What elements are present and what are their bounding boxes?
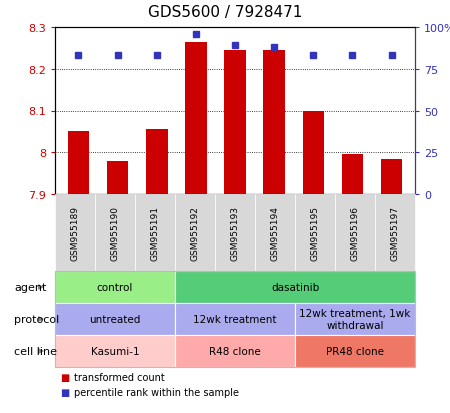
Text: GDS5600 / 7928471: GDS5600 / 7928471 (148, 5, 302, 19)
Text: 12wk treatment: 12wk treatment (193, 314, 277, 324)
Bar (68, 132, 89, 195)
Text: GSM955193: GSM955193 (230, 206, 239, 260)
Text: R48 clone: R48 clone (209, 346, 261, 356)
Bar (185, 43, 207, 195)
Text: 12wk treatment, 1wk
withdrawal: 12wk treatment, 1wk withdrawal (299, 309, 411, 330)
Text: dasatinib: dasatinib (271, 282, 319, 292)
Text: PR48 clone: PR48 clone (326, 346, 384, 356)
Text: GSM955191: GSM955191 (150, 206, 159, 260)
Text: cell line: cell line (14, 346, 57, 356)
Bar (381, 159, 402, 195)
Text: ■: ■ (60, 372, 69, 382)
Text: GSM955196: GSM955196 (351, 206, 360, 260)
Text: GSM955190: GSM955190 (111, 206, 120, 260)
Text: GSM955192: GSM955192 (190, 206, 199, 260)
Text: GSM955189: GSM955189 (71, 206, 80, 260)
Text: transformed count: transformed count (73, 372, 164, 382)
Text: percentile rank within the sample: percentile rank within the sample (73, 387, 238, 397)
Text: GSM955195: GSM955195 (310, 206, 320, 260)
Text: GSM955197: GSM955197 (391, 206, 400, 260)
Bar (224, 51, 246, 195)
Text: control: control (97, 282, 133, 292)
Bar (107, 161, 128, 195)
Text: protocol: protocol (14, 314, 59, 324)
Bar (302, 111, 324, 195)
Text: ■: ■ (60, 387, 69, 397)
Text: GSM955194: GSM955194 (270, 206, 279, 260)
Bar (146, 130, 167, 195)
Text: Kasumi-1: Kasumi-1 (91, 346, 140, 356)
Text: untreated: untreated (89, 314, 141, 324)
Bar (263, 51, 285, 195)
Text: agent: agent (14, 282, 46, 292)
Bar (342, 155, 363, 195)
